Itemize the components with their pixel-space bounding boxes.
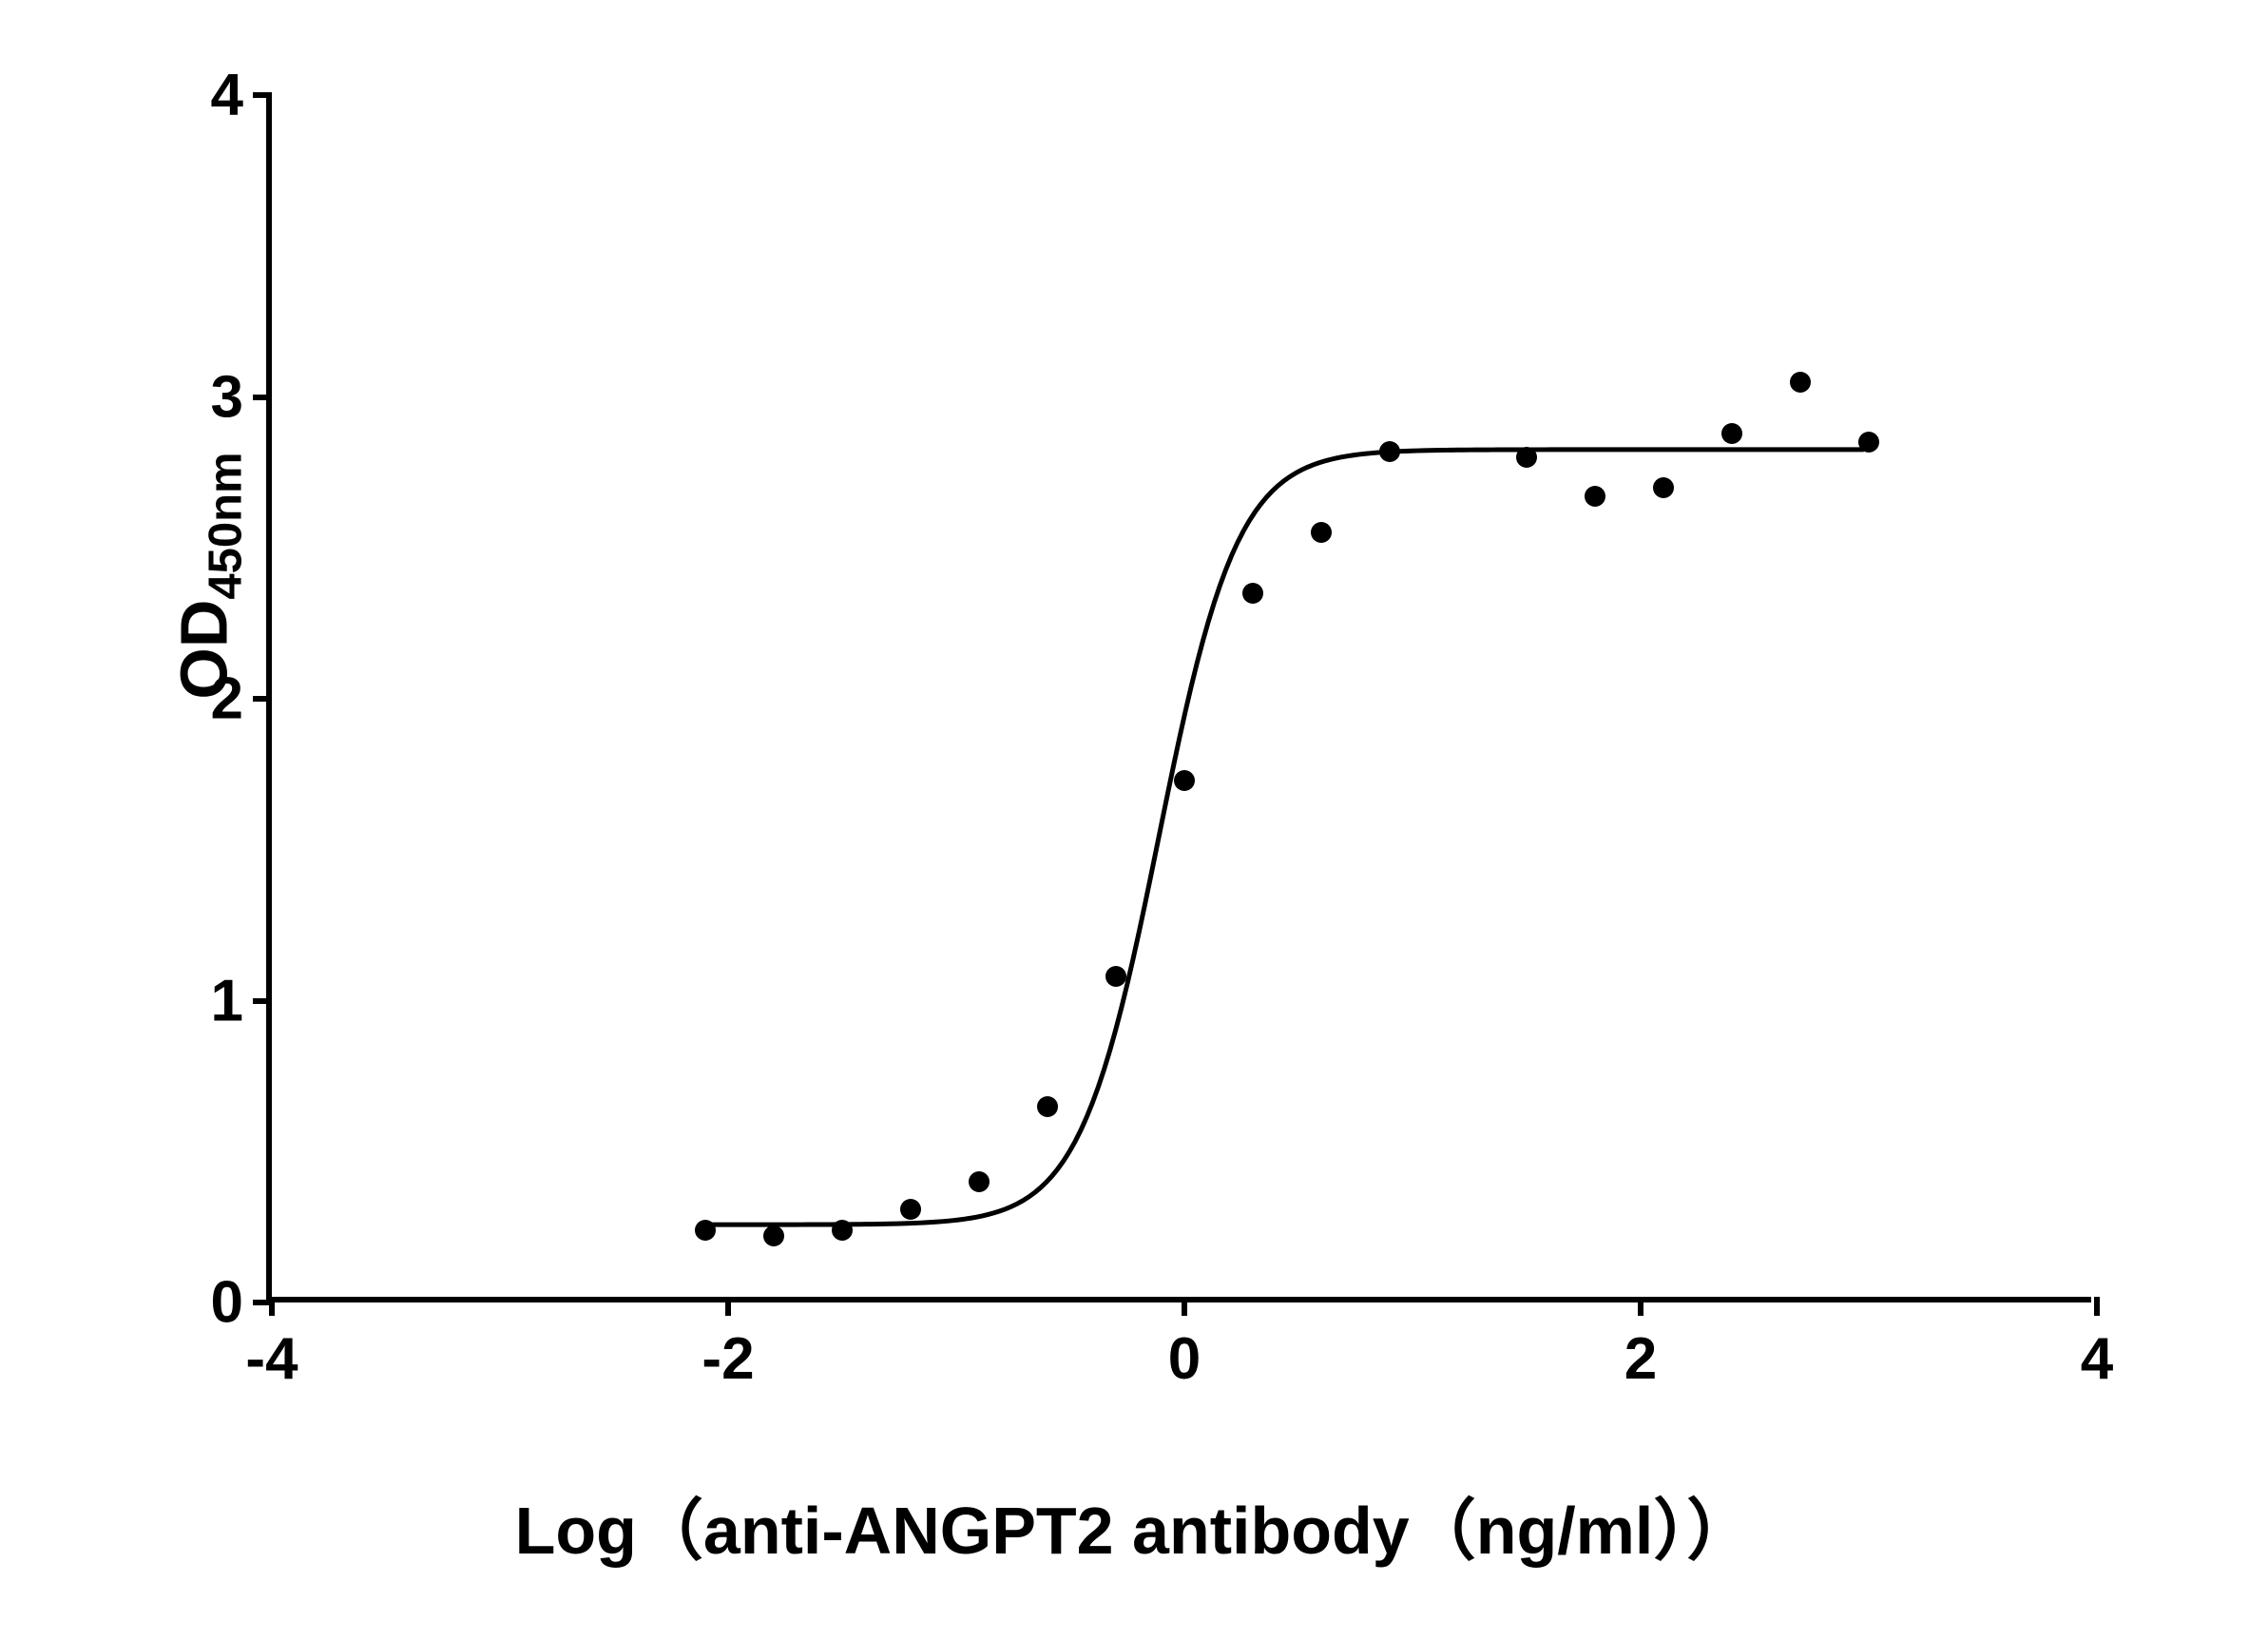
y-tick-label: 4: [211, 62, 243, 129]
y-axis-label: OD450nm: [166, 452, 253, 699]
data-point: [832, 1220, 853, 1241]
fit-curve: [704, 450, 1864, 1225]
data-point: [1516, 447, 1537, 468]
data-point: [1653, 477, 1674, 498]
y-tick: [253, 395, 272, 400]
x-tick-label: 0: [1168, 1325, 1201, 1393]
data-point: [969, 1171, 990, 1192]
data-point: [1174, 770, 1195, 791]
x-tick: [2094, 1297, 2100, 1316]
x-tick: [1638, 1297, 1643, 1316]
y-tick: [253, 92, 272, 98]
x-tick-label: -2: [702, 1325, 754, 1393]
y-label-main: OD: [167, 600, 241, 700]
curve-line: [272, 95, 2091, 1297]
x-tick-label: -4: [245, 1325, 298, 1393]
y-tick: [253, 998, 272, 1004]
y-tick-label: 1: [211, 967, 243, 1034]
x-axis-label: Log（anti-ANGPT2 antibody（ng/ml））: [515, 1477, 1754, 1573]
x-tick: [269, 1297, 275, 1316]
data-point: [695, 1220, 716, 1241]
data-point: [1858, 432, 1879, 453]
x-tick-label: 2: [1624, 1325, 1657, 1393]
data-point: [1379, 441, 1400, 462]
chart-container: 01234-4-2024: [266, 95, 2091, 1302]
y-label-sub: 450nm: [201, 452, 252, 599]
data-point: [1242, 583, 1263, 604]
y-tick-label: 0: [211, 1269, 243, 1337]
x-tick: [725, 1297, 731, 1316]
data-point: [1585, 486, 1605, 507]
data-point: [1037, 1096, 1058, 1117]
data-point: [1721, 423, 1742, 444]
x-tick-label: 4: [2081, 1325, 2113, 1393]
data-point: [1790, 372, 1811, 393]
data-point: [763, 1225, 784, 1246]
x-tick: [1182, 1297, 1187, 1316]
plot-area: 01234-4-2024: [266, 95, 2091, 1302]
data-point: [900, 1199, 921, 1220]
y-tick: [253, 696, 272, 702]
data-point: [1105, 966, 1126, 987]
y-tick-label: 3: [211, 363, 243, 431]
data-point: [1311, 522, 1332, 543]
